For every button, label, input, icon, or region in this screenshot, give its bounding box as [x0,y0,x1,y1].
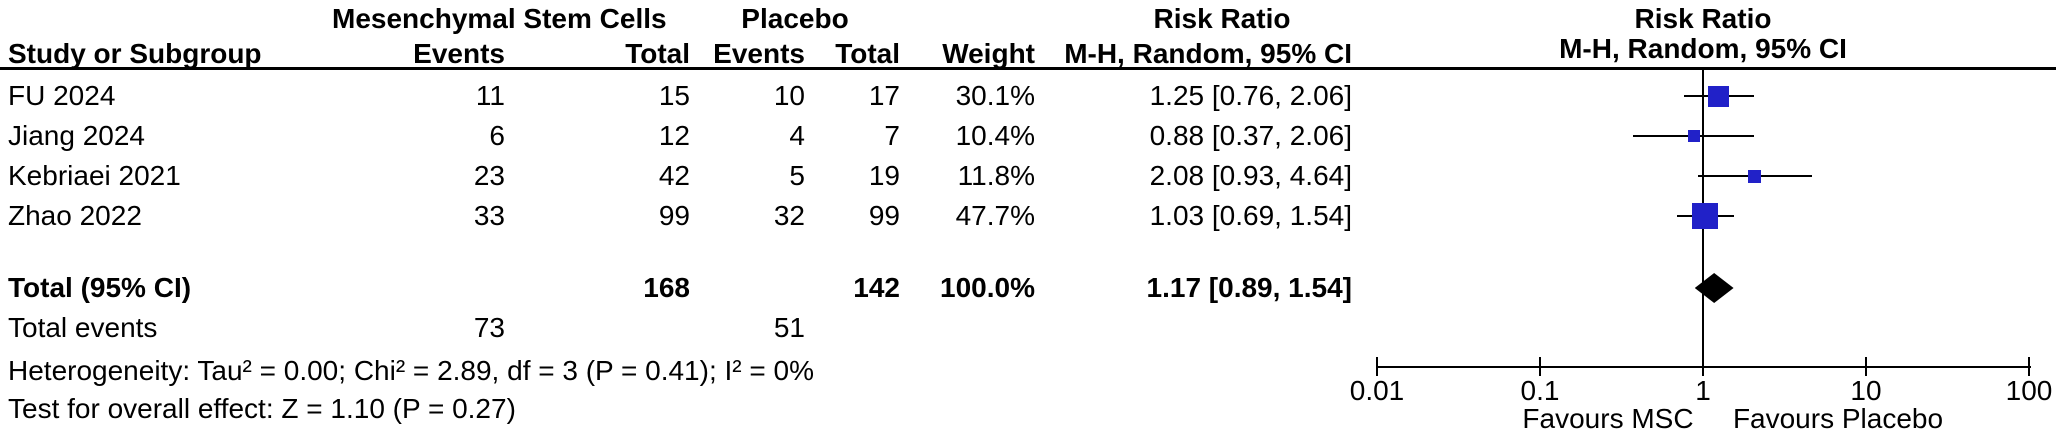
total-placebo-total: 142 [853,272,900,303]
col-header-msc-total: Total [625,38,690,69]
msc-total: 99 [658,200,690,231]
group-header-placebo: Placebo [741,3,849,34]
risk-ratio-text: 1.03 [0.69, 1.54] [1149,200,1352,231]
favours-left-label: Favours MSC [1522,403,1694,434]
msc-events: 11 [475,80,505,111]
col-header-ci-plot: M-H, Random, 95% CI [1559,33,1847,64]
study-row: Jiang 2024 6 12 4 7 10.4% 0.88 [0.37, 2.06] [0,116,1352,156]
axis-tick [1539,357,1541,376]
weight-value: 47.7% [955,200,1035,231]
axis-tick [1702,357,1704,376]
total-effect-diamond [1694,273,1734,303]
risk-ratio-text: 0.88 [0.37, 2.06] [1149,120,1352,151]
axis-tick [1865,357,1867,376]
total-events-label: Total events [8,312,158,343]
placebo-events: 32 [773,200,805,231]
study-name: Jiang 2024 [8,120,146,151]
placebo-events: 5 [789,160,805,191]
total-label: Total (95% CI) [8,272,192,303]
axis-tick-label: 100 [2005,375,2053,406]
study-point-estimate-square [1748,169,1762,183]
heterogeneity-text: Heterogeneity: Tau² = 0.00; Chi² = 2.89,… [8,355,814,386]
total-events-placebo: 51 [773,312,805,343]
axis-tick-label: 0.1 [1520,375,1560,406]
study-point-estimate-square [1708,85,1730,107]
study-row: FU 2024 11 15 10 17 30.1% 1.25 [0.76, 2.06] [0,76,1352,116]
msc-events: 33 [473,200,505,231]
col-header-msc-events: Events [413,38,505,69]
msc-total: 12 [658,120,690,151]
axis-tick [1376,357,1378,376]
weight-value: 11.8% [957,160,1035,191]
total-placebo-events-empty [690,268,805,308]
total-events-msc: 73 [473,312,505,343]
group-header-msc: Mesenchymal Stem Cells [332,3,667,34]
msc-total: 42 [658,160,690,191]
total-row: Total (95% CI) 168 142 100.0% 1.17 [0.89… [0,268,1352,308]
study-point-estimate-square [1687,130,1700,142]
study-name: Kebriaei 2021 [8,160,181,191]
risk-ratio-header-plot-column: Risk Ratio [1634,3,1772,34]
risk-ratio-header-text-column: Risk Ratio [1153,3,1291,34]
column-header-row: Study or Subgroup Events Total Events To… [0,34,1352,74]
axis-tick-label: 1 [1695,375,1711,406]
placebo-events: 10 [773,80,805,111]
favours-right-label: Favours Placebo [1732,403,1944,434]
placebo-total: 7 [884,120,900,151]
msc-total: 15 [658,80,690,111]
study-name: Zhao 2022 [8,200,142,231]
msc-events: 23 [473,160,505,191]
study-name: FU 2024 [8,80,116,111]
col-header-placebo-events: Events [713,38,805,69]
total-weight: 100.0% [940,272,1035,303]
axis-tick-label: 10 [1850,375,1882,406]
axis-tick [2028,357,2030,376]
col-header-study: Study or Subgroup [8,38,262,69]
weight-value: 10.4% [955,120,1035,151]
risk-ratio-text: 2.08 [0.93, 4.64] [1149,160,1352,191]
study-point-estimate-square [1692,203,1719,229]
msc-events: 6 [489,120,505,151]
axis-tick-label: 0.01 [1349,375,1405,406]
study-row: Zhao 2022 33 99 32 99 47.7% 1.03 [0.69, 1.54] [0,196,1352,236]
weight-value: 30.1% [955,80,1035,111]
overall-effect-text: Test for overall effect: Z = 1.10 (P = 0… [8,393,516,424]
placebo-total: 17 [868,80,900,111]
placebo-events: 4 [789,120,805,151]
x-axis-line [1377,366,2031,368]
total-msc-total: 168 [643,272,690,303]
placebo-total: 19 [868,160,900,191]
risk-ratio-text: 1.25 [0.76, 2.06] [1149,80,1352,111]
total-events-row: Total events 73 51 [0,308,1352,348]
total-risk-ratio-text: 1.17 [0.89, 1.54] [1146,272,1352,303]
spacer [505,308,690,348]
col-header-ci: M-H, Random, 95% CI [1064,38,1352,69]
study-row: Kebriaei 2021 23 42 5 19 11.8% 2.08 [0.93, 4.6… [0,156,1352,196]
placebo-total: 99 [868,200,900,231]
total-msc-events-empty [300,268,505,308]
header-underline [0,67,2056,70]
col-header-weight: Weight [942,38,1035,69]
col-header-placebo-total: Total [835,38,900,69]
